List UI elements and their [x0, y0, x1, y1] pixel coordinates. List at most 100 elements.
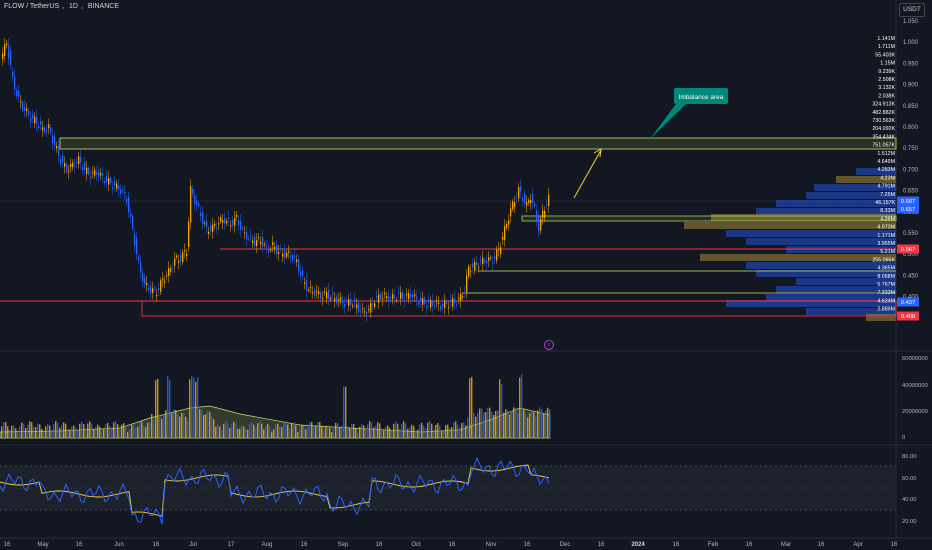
volume-bar	[451, 427, 453, 438]
volume-bar	[533, 412, 535, 438]
candle-body	[46, 130, 48, 132]
candle-body	[340, 297, 342, 300]
volume-bar	[107, 422, 109, 438]
volume-profile-label: 46.157K	[875, 200, 895, 206]
candle-body	[288, 251, 290, 253]
volume-bar	[321, 425, 323, 438]
volume-bar	[361, 423, 363, 438]
candle-body	[198, 203, 200, 207]
volume-bar	[25, 427, 27, 438]
candle-body	[80, 156, 82, 163]
volume-profile-bar	[776, 286, 896, 293]
time-tick-label: 16	[76, 542, 83, 548]
volume-bar	[153, 419, 155, 438]
volume-bar	[193, 377, 195, 438]
candle-body	[538, 217, 540, 232]
volume-bar	[241, 425, 243, 438]
candle-body	[150, 286, 152, 294]
volume-bar	[477, 412, 479, 438]
candle-body	[8, 45, 10, 59]
candle-body	[256, 240, 258, 246]
volume-profile-label: 4.365M	[877, 266, 895, 272]
candle-body	[316, 291, 318, 293]
volume-bar	[77, 429, 79, 438]
volume-bar	[417, 429, 419, 438]
candle-body	[228, 217, 230, 219]
imbalance-zone[interactable]	[59, 137, 897, 150]
projection-arrow[interactable]	[573, 149, 602, 199]
candle-body	[338, 299, 340, 301]
support-zone-1[interactable]	[521, 215, 897, 222]
volume-bar	[445, 425, 447, 438]
volume-bar	[121, 424, 123, 438]
volume-bar	[105, 424, 107, 438]
volume-bar	[31, 422, 33, 438]
price-tick-label: 0.750	[903, 146, 919, 152]
volume-bar	[285, 421, 287, 438]
candle-body	[290, 255, 292, 258]
candle-body	[246, 232, 248, 240]
candle-body	[26, 108, 28, 111]
volume-bar	[173, 409, 175, 438]
candle-body	[160, 280, 162, 292]
candle-body	[346, 300, 348, 302]
alert-icon[interactable]	[544, 340, 554, 350]
volume-bar	[307, 426, 309, 438]
volume-bar	[419, 424, 421, 438]
volume-bar	[463, 422, 465, 438]
volume-bar	[349, 427, 351, 438]
candle-body	[174, 258, 176, 266]
price-axis[interactable]: 1.050 1.000 0.950 0.900 0.850 0.800 0.750 0.700…	[903, 19, 919, 322]
volume-bar	[297, 431, 299, 438]
candle-body	[140, 262, 142, 272]
volume-profile-bar	[814, 184, 896, 191]
currency-button[interactable]: USDT	[899, 3, 925, 17]
time-axis[interactable]: 16 May 16 Jun 16 Jul 17 Aug 16 Sep 16 Oct 16 Nov 16 Dec…	[4, 542, 898, 548]
volume-profile-label: 5.21M	[880, 249, 895, 255]
volume-profile-bar	[756, 208, 896, 215]
price-tick-label: 0.950	[903, 61, 919, 67]
volume-bar	[429, 421, 431, 438]
annotation-pointer	[650, 104, 686, 139]
volume-bar	[155, 380, 157, 438]
candle-body	[420, 297, 422, 302]
volume-profile-label: 324.913K	[872, 102, 895, 108]
volume-bar	[117, 424, 119, 438]
volume-bar	[405, 423, 407, 438]
candle-body	[306, 279, 308, 291]
volume-bar	[213, 419, 215, 438]
volume-bar	[37, 423, 39, 438]
volume-bar	[291, 423, 293, 438]
volume-bar	[267, 423, 269, 438]
volume-bar	[279, 426, 281, 438]
volume-bar	[23, 423, 25, 438]
volume-bar	[59, 427, 61, 438]
candle-body	[506, 223, 508, 228]
candle-body	[84, 162, 86, 170]
candle-body	[458, 297, 460, 299]
candle-body	[508, 220, 510, 225]
volume-bar	[283, 422, 285, 438]
volume-bar	[245, 429, 247, 438]
candle-body	[322, 298, 324, 300]
volume-bar	[331, 432, 333, 438]
candle-body	[104, 181, 106, 183]
candle-body	[402, 292, 404, 300]
time-tick-label: Jun	[114, 542, 124, 548]
candle-body	[248, 238, 250, 240]
symbol-header[interactable]: FLOW / TetherUS, 1D, BINANCE	[4, 3, 122, 10]
volume-bar	[129, 429, 131, 438]
candle-body	[32, 114, 34, 119]
price-markers: 0.687 0.657 0.567 0.437 0.408	[897, 196, 919, 321]
volume-bar	[469, 378, 471, 438]
volume-bar	[475, 416, 477, 438]
price-marker-label: 0.687	[901, 199, 916, 205]
annotation-box[interactable]	[674, 88, 728, 104]
candle-body	[162, 278, 164, 281]
time-tick-label: 2024	[631, 542, 645, 548]
price-marker-label: 0.408	[901, 314, 916, 320]
red-zone-box[interactable]	[141, 300, 897, 317]
volume-bar	[221, 429, 223, 438]
